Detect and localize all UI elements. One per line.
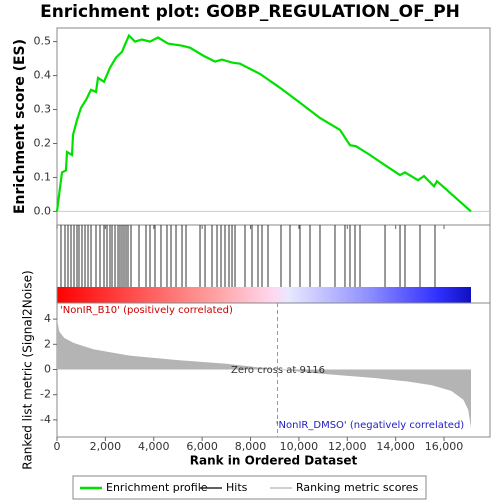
- x-tick-label: 6,000: [186, 440, 218, 453]
- es-line: [55, 33, 472, 213]
- y-axis-label: Enrichment score (ES): [12, 39, 28, 214]
- y-tick-label: 0.1: [34, 170, 52, 183]
- x-tick-label: 2,000: [90, 440, 122, 453]
- annotation: Zero cross at 9116: [231, 365, 325, 376]
- legend-box: [72, 475, 427, 500]
- x-tick-label: 10,000: [280, 440, 319, 453]
- rank-color-bar: [57, 287, 471, 303]
- x-tick-label: 16,000: [425, 440, 464, 453]
- y-tick-label: -2: [40, 388, 51, 401]
- y-tick-label: -4: [40, 413, 51, 426]
- legend-label: Hits: [226, 481, 248, 494]
- x-tick-label: 14,000: [376, 440, 415, 453]
- y-tick-label: 0.5: [34, 35, 52, 48]
- y-tick-label: 2: [44, 337, 51, 350]
- y-axis-label: Ranked list metric (Signal2Noise): [21, 270, 35, 469]
- x-axis-label: Rank in Ordered Dataset: [190, 454, 358, 468]
- annotation: 'NonIR_B10' (positively correlated): [60, 305, 233, 316]
- x-tick-label: 8,000: [235, 440, 267, 453]
- metric-area: [57, 319, 471, 428]
- y-tick-label: 0.2: [34, 136, 52, 149]
- y-tick-label: 0.4: [34, 69, 52, 82]
- legend-label: Enrichment profile: [106, 481, 208, 494]
- y-tick-label: 0: [44, 362, 51, 375]
- y-tick-label: 0.0: [34, 204, 52, 217]
- x-tick-label: 12,000: [328, 440, 367, 453]
- y-tick-label: 4: [44, 312, 51, 325]
- x-tick-label: 0: [54, 440, 61, 453]
- x-tick-label: 4,000: [138, 440, 170, 453]
- legend-label: Ranking metric scores: [296, 481, 418, 494]
- metric-frame: [56, 302, 491, 438]
- annotation: 'NonIR_DMSO' (negatively correlated): [276, 420, 464, 431]
- y-tick-label: 0.3: [34, 103, 52, 116]
- chart-title: Enrichment plot: GOBP_REGULATION_OF_PH: [40, 2, 460, 22]
